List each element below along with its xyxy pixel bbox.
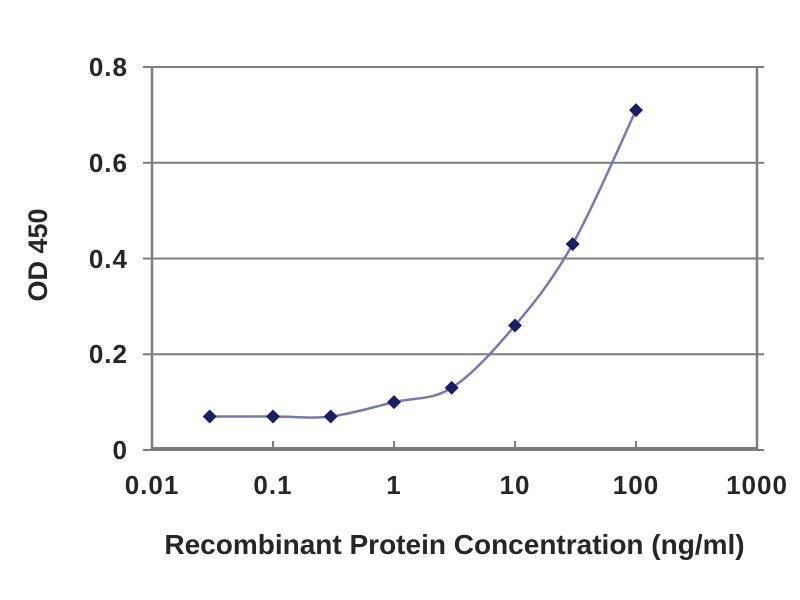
y-tick-label: 0 xyxy=(112,435,128,465)
y-tick-label: 0.4 xyxy=(88,243,128,274)
y-tick-label: 0.2 xyxy=(88,339,128,370)
y-tick-label: 0.6 xyxy=(88,147,128,178)
data-point-marker xyxy=(202,409,217,424)
series-line xyxy=(209,109,638,419)
data-point-marker xyxy=(444,380,459,395)
x-tick-label: 0.1 xyxy=(253,470,293,500)
y-tick-label: 0.8 xyxy=(88,52,128,82)
data-point-marker xyxy=(508,318,522,333)
data-point-marker xyxy=(565,237,580,252)
x-tick-label: 100 xyxy=(612,470,660,500)
x-tick-label: 1 xyxy=(386,470,402,500)
x-axis-title: Recombinant Protein Concentration (ng/ml… xyxy=(164,529,745,560)
data-point-marker xyxy=(629,103,643,118)
x-tick-label: 0.01 xyxy=(124,470,180,500)
data-point-marker xyxy=(387,395,401,410)
x-tick-label: 10 xyxy=(499,470,531,500)
x-tick-label: 1000 xyxy=(726,470,788,500)
data-point-marker xyxy=(266,409,280,424)
data-point-marker xyxy=(323,409,338,424)
